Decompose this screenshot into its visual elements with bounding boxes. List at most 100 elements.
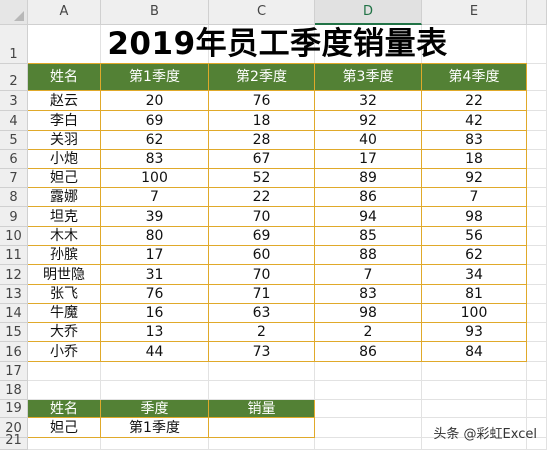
sales-cell[interactable]: 60	[209, 246, 315, 265]
sales-cell[interactable]: 98	[422, 207, 527, 227]
row-header-17[interactable]: 17	[0, 362, 28, 381]
sales-cell[interactable]: 56	[422, 227, 527, 246]
grid-cell[interactable]	[527, 169, 547, 188]
grid-cell[interactable]	[527, 342, 547, 362]
sales-cell[interactable]: 71	[209, 285, 315, 304]
name-cell[interactable]: 牛魔	[28, 304, 101, 323]
name-cell[interactable]: 李白	[28, 111, 101, 131]
sales-cell[interactable]: 7	[422, 188, 527, 207]
sales-cell[interactable]: 17	[315, 150, 422, 169]
lookup-value-cell[interactable]	[209, 418, 315, 438]
grid-cell[interactable]	[527, 188, 547, 207]
row-header-18[interactable]: 18	[0, 381, 28, 400]
sales-cell[interactable]: 100	[422, 304, 527, 323]
grid-cell[interactable]	[315, 438, 422, 450]
sales-cell[interactable]: 69	[101, 111, 209, 131]
row-header-15[interactable]: 15	[0, 323, 28, 342]
name-cell[interactable]: 露娜	[28, 188, 101, 207]
row-header-16[interactable]: 16	[0, 342, 28, 362]
sales-cell[interactable]: 76	[101, 285, 209, 304]
sales-cell[interactable]: 18	[209, 111, 315, 131]
grid-cell[interactable]	[527, 207, 547, 227]
lookup-header-cell[interactable]: 销量	[209, 400, 315, 418]
row-header-7[interactable]: 7	[0, 169, 28, 188]
grid-cell[interactable]	[527, 227, 547, 246]
grid-cell[interactable]	[527, 111, 547, 131]
name-cell[interactable]: 小乔	[28, 342, 101, 362]
sales-cell[interactable]: 92	[315, 111, 422, 131]
row-header-8[interactable]: 8	[0, 188, 28, 207]
sales-cell[interactable]: 70	[209, 207, 315, 227]
sales-cell[interactable]: 70	[209, 265, 315, 285]
row-header-6[interactable]: 6	[0, 150, 28, 169]
column-header-c[interactable]: C	[209, 0, 315, 25]
sales-cell[interactable]: 80	[101, 227, 209, 246]
name-cell[interactable]: 赵云	[28, 91, 101, 111]
sales-cell[interactable]: 86	[315, 342, 422, 362]
sales-cell[interactable]: 85	[315, 227, 422, 246]
sales-cell[interactable]: 63	[209, 304, 315, 323]
sales-cell[interactable]: 34	[422, 265, 527, 285]
grid-cell[interactable]	[527, 381, 547, 400]
grid-cell[interactable]	[527, 265, 547, 285]
sales-cell[interactable]: 86	[315, 188, 422, 207]
grid-cell[interactable]	[527, 64, 547, 91]
sales-cell[interactable]: 39	[101, 207, 209, 227]
lookup-value-cell[interactable]: 第1季度	[101, 418, 209, 438]
sales-cell[interactable]: 31	[101, 265, 209, 285]
row-header-13[interactable]: 13	[0, 285, 28, 304]
grid-cell[interactable]	[315, 362, 422, 381]
grid-cell[interactable]	[101, 381, 209, 400]
grid-cell[interactable]	[209, 438, 315, 450]
grid-cell[interactable]	[315, 418, 422, 438]
column-header-d[interactable]: D	[315, 0, 422, 25]
grid-cell[interactable]	[422, 400, 527, 418]
sales-cell[interactable]: 81	[422, 285, 527, 304]
grid-cell[interactable]	[527, 91, 547, 111]
grid-cell[interactable]	[527, 400, 547, 418]
grid-cell[interactable]	[527, 362, 547, 381]
sales-cell[interactable]: 84	[422, 342, 527, 362]
sales-cell[interactable]: 16	[101, 304, 209, 323]
row-header-19[interactable]: 19	[0, 400, 28, 418]
name-cell[interactable]: 明世隐	[28, 265, 101, 285]
sales-cell[interactable]: 94	[315, 207, 422, 227]
sales-cell[interactable]: 2	[209, 323, 315, 342]
select-all-corner[interactable]	[0, 0, 28, 25]
grid-cell[interactable]	[527, 25, 547, 64]
sales-cell[interactable]: 18	[422, 150, 527, 169]
sales-cell[interactable]: 17	[101, 246, 209, 265]
name-cell[interactable]: 坦克	[28, 207, 101, 227]
sales-cell[interactable]: 92	[422, 169, 527, 188]
sales-cell[interactable]: 83	[315, 285, 422, 304]
grid-cell[interactable]	[209, 362, 315, 381]
row-header-12[interactable]: 12	[0, 265, 28, 285]
table-header-cell[interactable]: 姓名	[28, 64, 101, 91]
sales-cell[interactable]: 7	[315, 265, 422, 285]
lookup-header-cell[interactable]: 姓名	[28, 400, 101, 418]
grid-cell[interactable]	[315, 381, 422, 400]
name-cell[interactable]: 木木	[28, 227, 101, 246]
row-header-11[interactable]: 11	[0, 246, 28, 265]
sales-cell[interactable]: 13	[101, 323, 209, 342]
sales-cell[interactable]: 22	[422, 91, 527, 111]
sales-cell[interactable]: 88	[315, 246, 422, 265]
grid-cell[interactable]	[527, 323, 547, 342]
sales-cell[interactable]: 44	[101, 342, 209, 362]
grid-cell[interactable]	[527, 150, 547, 169]
grid-cell[interactable]	[527, 285, 547, 304]
name-cell[interactable]: 小炮	[28, 150, 101, 169]
grid-cell[interactable]	[527, 304, 547, 323]
row-header-10[interactable]: 10	[0, 227, 28, 246]
grid-cell[interactable]	[101, 362, 209, 381]
sheet-title[interactable]: 2019年员工季度销量表	[28, 25, 527, 64]
row-header-2[interactable]: 2	[0, 64, 28, 91]
column-header-b[interactable]: B	[101, 0, 209, 25]
grid-cell[interactable]	[28, 362, 101, 381]
sales-cell[interactable]: 42	[422, 111, 527, 131]
sales-cell[interactable]: 32	[315, 91, 422, 111]
sales-cell[interactable]: 2	[315, 323, 422, 342]
row-header-1[interactable]: 1	[0, 25, 28, 64]
sales-cell[interactable]: 93	[422, 323, 527, 342]
